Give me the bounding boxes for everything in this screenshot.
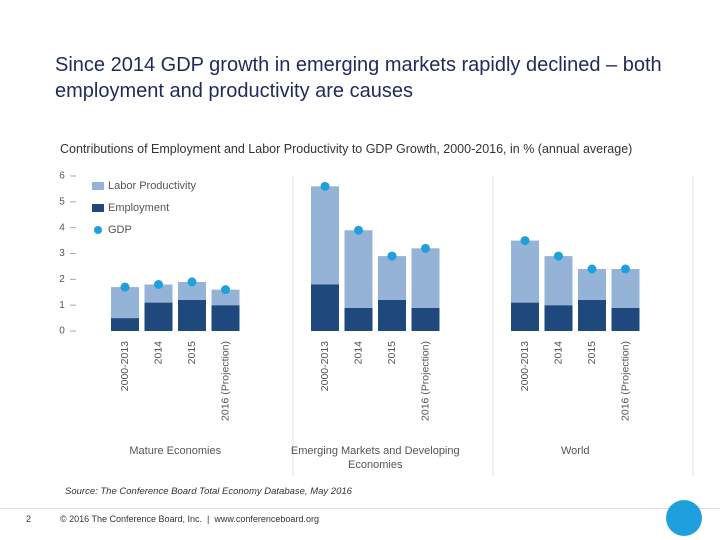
x-tick-label: 2015: [386, 341, 398, 365]
bar-segment: [378, 256, 406, 300]
bar-segment: [578, 269, 606, 300]
bar-segment: [111, 287, 139, 319]
y-tick-label: 2: [59, 274, 65, 285]
bar-segment: [344, 307, 373, 331]
page-number: 2: [26, 514, 32, 524]
gdp-dot: [154, 280, 163, 289]
y-tick-label: 4: [59, 222, 65, 233]
bar-segment: [144, 302, 173, 331]
x-tick-label: 2016 (Projection): [619, 341, 631, 421]
group-label: World: [560, 445, 590, 457]
bar-segment: [144, 284, 173, 303]
x-tick-label: 2014: [552, 341, 564, 365]
group-label: Emerging Markets and Developing Economie…: [290, 445, 460, 471]
bar-segment: [411, 248, 440, 308]
slide-title: Since 2014 GDP growth in emerging market…: [55, 54, 662, 102]
bar-segment: [211, 289, 240, 306]
group-label-box: World: [560, 445, 590, 457]
gdp-dot: [354, 225, 363, 235]
bar-segment: [511, 302, 539, 331]
x-tick-label: 2016 (Projection): [219, 341, 231, 421]
x-tick-label: 2015: [586, 341, 598, 365]
gdp-dot: [621, 264, 630, 274]
bar-segment: [378, 300, 406, 331]
gdp-dot: [587, 264, 597, 274]
legend-swatch: [92, 204, 104, 212]
bar-segment: [611, 269, 640, 308]
gdp-dot: [387, 251, 397, 261]
bar-segment: [311, 186, 339, 285]
legend-label: Labor Productivity: [108, 180, 197, 192]
bar-segment: [611, 307, 640, 331]
bar-segment: [211, 305, 240, 331]
gdp-dot: [120, 282, 130, 292]
bar-segment: [344, 230, 373, 308]
y-tick-label: 6: [59, 171, 65, 182]
legend-swatch: [94, 226, 102, 234]
x-tick-label: 2014: [152, 341, 164, 365]
bar-segment: [311, 284, 339, 331]
y-tick-label: 5: [59, 196, 65, 207]
y-tick-label: 1: [59, 300, 65, 311]
logo: [666, 500, 702, 536]
bar-segment: [544, 305, 573, 331]
legend-label: Employment: [108, 202, 169, 214]
footer-text: © 2016 The Conference Board, Inc. | www.…: [60, 514, 319, 524]
y-tick-label: 0: [59, 326, 65, 337]
bar-segment: [411, 307, 440, 331]
gdp-dot: [320, 181, 330, 191]
x-tick-label: 2000-2013: [319, 341, 331, 391]
group-label-box: Mature Economies: [129, 445, 222, 457]
gdp-dot: [554, 251, 563, 261]
gdp-dot: [520, 236, 530, 246]
chart-title: Contributions of Employment and Labor Pr…: [60, 142, 633, 156]
bar-segment: [544, 256, 573, 306]
footer-rule: [0, 508, 720, 509]
x-tick-label: 2015: [186, 341, 198, 365]
x-tick-label: 2016 (Projection): [419, 341, 431, 421]
bar-segment: [178, 281, 206, 300]
group-label-box: Emerging Markets and Developing Economie…: [290, 445, 460, 471]
bar-segment: [578, 300, 606, 331]
gdp-dot: [221, 285, 230, 295]
x-tick-label: 2014: [352, 341, 364, 365]
bar-segment: [111, 318, 139, 331]
gdp-dot: [421, 243, 430, 253]
x-tick-label: 2000-2013: [519, 341, 531, 391]
bar-segment: [511, 240, 539, 303]
bar-segment: [178, 300, 206, 331]
source-note: Source: The Conference Board Total Econo…: [65, 486, 352, 497]
y-tick-label: 3: [59, 248, 65, 259]
group-label: Mature Economies: [129, 445, 222, 457]
x-tick-label: 2000-2013: [119, 341, 131, 391]
legend-swatch: [92, 182, 104, 190]
legend-label: GDP: [108, 224, 132, 236]
gdp-dot: [187, 277, 197, 287]
